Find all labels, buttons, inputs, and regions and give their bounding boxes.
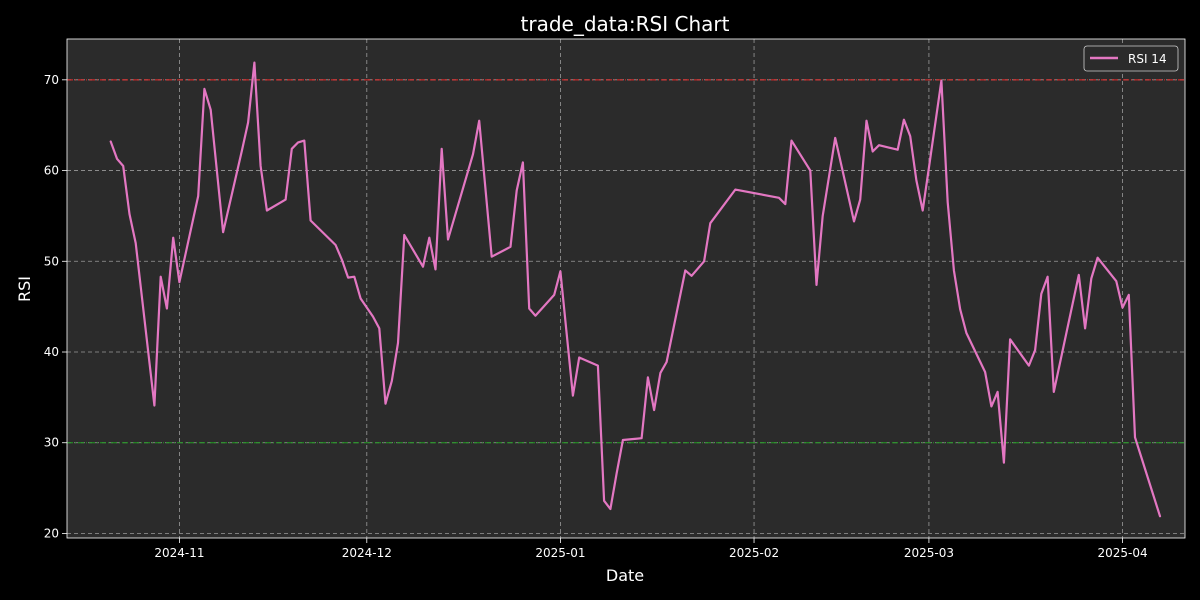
- y-tick-label: 20: [44, 526, 59, 540]
- plot-area: [67, 39, 1185, 538]
- legend: RSI 14: [1083, 45, 1179, 72]
- x-tick-label: 2024-12: [342, 546, 392, 560]
- y-axis-ticks: 20 30 40 50 60 70: [44, 73, 67, 540]
- y-tick-label: 40: [44, 345, 59, 359]
- x-axis-ticks: 2024-11 2024-12 2025-01 2025-02 2025-03 2025-…: [154, 538, 1148, 560]
- x-axis-title: Date: [606, 566, 644, 585]
- y-axis-title: RSI: [15, 276, 34, 302]
- x-tick-label: 2025-02: [729, 546, 779, 560]
- x-tick-label: 2025-03: [904, 546, 954, 560]
- y-tick-label: 30: [44, 436, 59, 450]
- chart-title: trade_data:RSI Chart: [521, 12, 730, 36]
- y-tick-label: 50: [44, 254, 59, 268]
- legend-box: [1083, 45, 1179, 72]
- y-tick-label: 70: [44, 73, 59, 87]
- grid-lines: [67, 39, 1185, 538]
- reference-lines: [67, 79, 1185, 444]
- series-layer: [109, 61, 1162, 518]
- x-tick-label: 2025-04: [1097, 546, 1147, 560]
- legend-label: RSI 14: [1128, 52, 1167, 66]
- rsi-series-line: [109, 61, 1162, 518]
- x-tick-label: 2025-01: [535, 546, 585, 560]
- x-tick-label: 2024-11: [154, 546, 204, 560]
- plot-frame: [66, 38, 1186, 539]
- y-tick-label: 60: [44, 164, 59, 178]
